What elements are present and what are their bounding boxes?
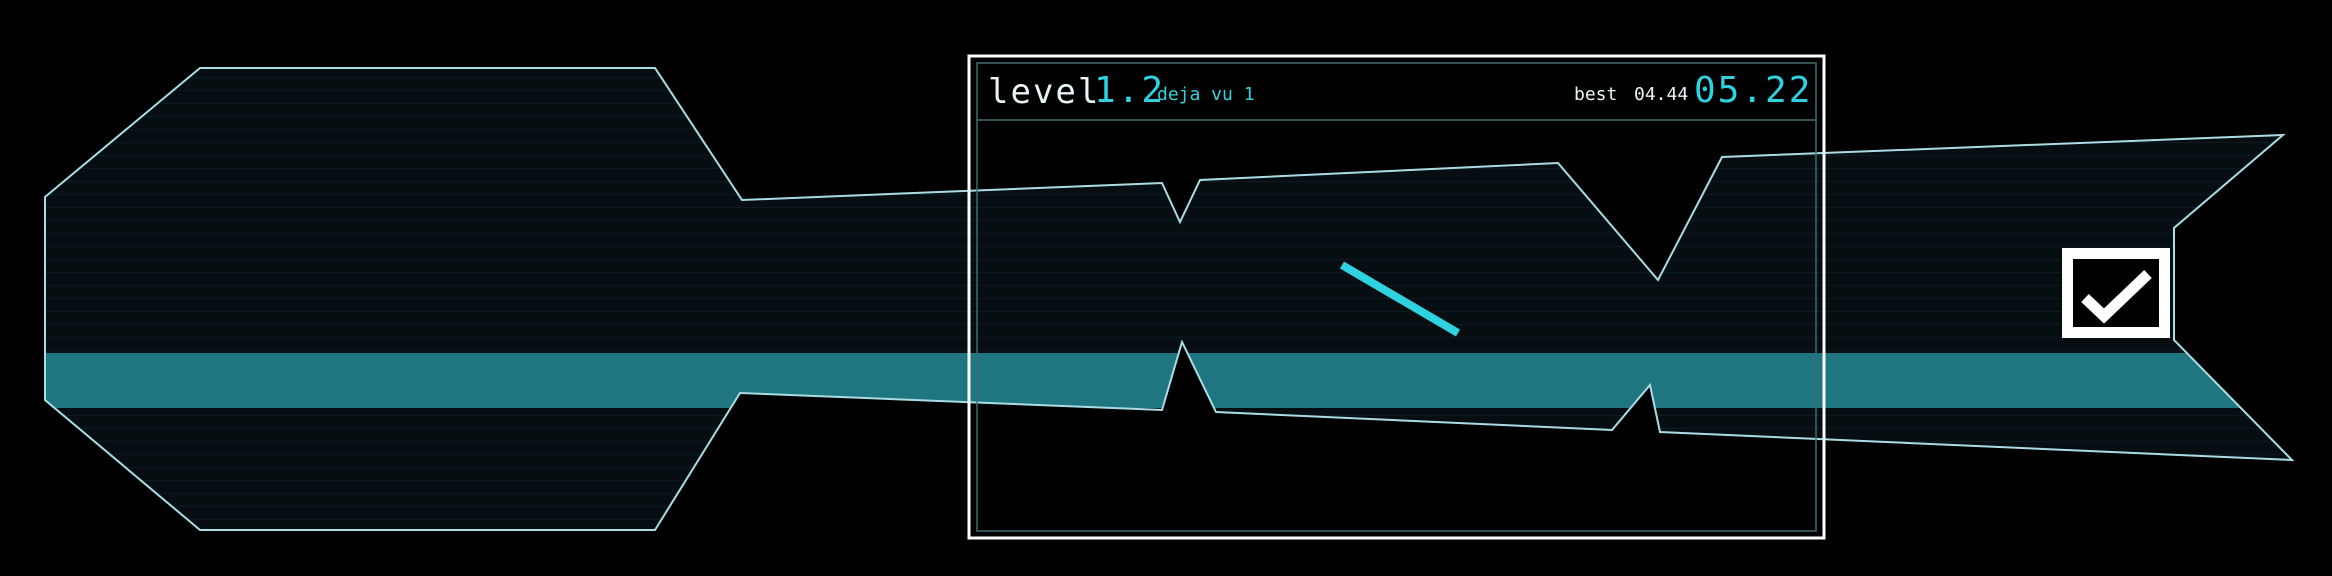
best-time-value: 04.44 [1634,84,1689,105]
track [44,67,2295,531]
track-outline [44,67,2295,531]
checkmark-icon [2081,270,2152,324]
best-time-label: best [1574,84,1618,105]
goal-checkbox [2062,248,2170,338]
frame-inner [976,62,1817,532]
level-label: level [988,72,1101,112]
current-time: 05.22 [1694,70,1813,111]
track-body [45,68,2292,530]
frame-outer [967,54,1826,540]
level-name: deja vu 1 [1157,84,1255,105]
level-number: 1.2 [1094,70,1166,111]
camera-frame [967,54,1826,540]
player-line [1339,261,1461,337]
